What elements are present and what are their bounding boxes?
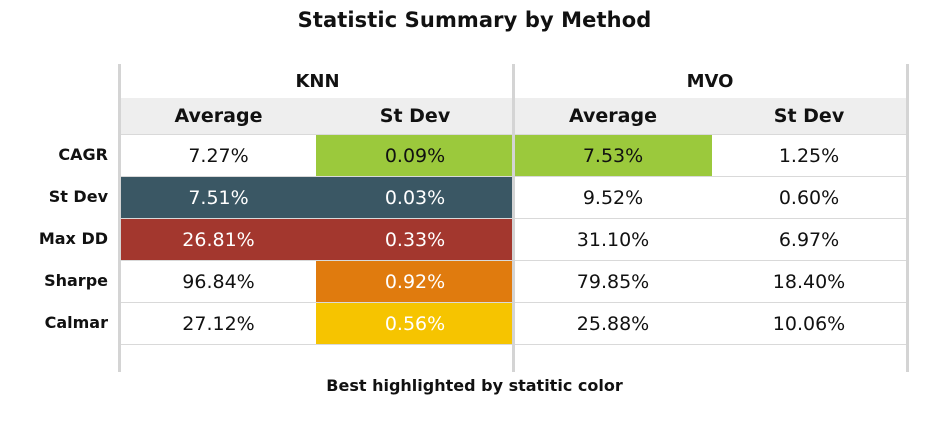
chart-caption: Best highlighted by statitic color (326, 376, 623, 395)
row-label-calmar: Calmar (44, 313, 108, 332)
table-cell: 0.92% (316, 260, 514, 302)
column-header-3: St Dev (773, 105, 845, 127)
table-cell: 6.97% (712, 218, 906, 260)
table-cell: 0.60% (712, 176, 906, 218)
row-label-max-dd: Max DD (38, 229, 108, 248)
group-header-knn: KNN (295, 71, 340, 92)
table-vertical-rule (512, 64, 515, 372)
table-vertical-rule (906, 64, 909, 372)
column-header-2: Average (569, 105, 657, 127)
column-header-0: Average (174, 105, 263, 127)
table-cell: 7.51% (121, 176, 316, 218)
table-cell: 10.06% (712, 302, 906, 344)
table-cell: 0.03% (316, 176, 514, 218)
table-cell: 27.12% (121, 302, 316, 344)
row-label-cagr: CAGR (58, 145, 108, 164)
column-header-1: St Dev (379, 105, 451, 127)
table-cell: 9.52% (514, 176, 712, 218)
chart-title: Statistic Summary by Method (297, 8, 652, 32)
table-cell: 0.33% (316, 218, 514, 260)
table-cell: 31.10% (514, 218, 712, 260)
table-vertical-rule (118, 64, 121, 372)
table-cell: 1.25% (712, 134, 906, 176)
table-cell: 25.88% (514, 302, 712, 344)
table-cell: 7.53% (514, 134, 712, 176)
table-cell: 7.27% (121, 134, 316, 176)
row-label-st-dev: St Dev (48, 187, 108, 206)
table-cell: 79.85% (514, 260, 712, 302)
row-label-sharpe: Sharpe (44, 271, 108, 290)
table-cell: 0.56% (316, 302, 514, 344)
table-cell: 18.40% (712, 260, 906, 302)
group-header-mvo: MVO (686, 71, 734, 92)
table-cell: 96.84% (121, 260, 316, 302)
table-cell: 0.09% (316, 134, 514, 176)
table-cell: 26.81% (121, 218, 316, 260)
